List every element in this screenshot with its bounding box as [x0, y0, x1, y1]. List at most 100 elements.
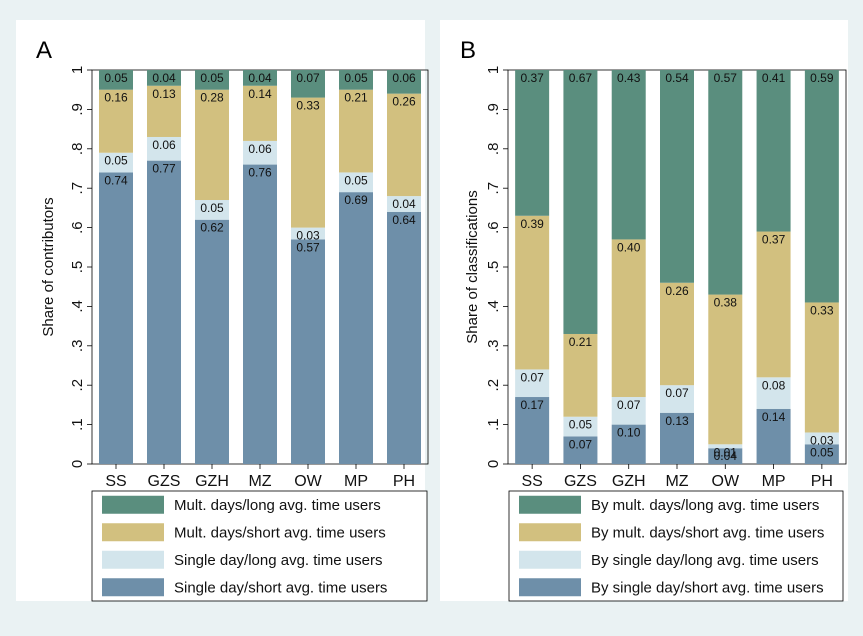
- panel-B: B 0 .1 .2 .3 .4 .5 .6 .7 .8 .9 1 Share of classifica…: [440, 20, 848, 602]
- legend-swatch: [102, 578, 164, 597]
- legend-swatch: [519, 550, 581, 569]
- legend-swatch: [519, 578, 581, 597]
- bar-segment: [99, 152, 133, 173]
- data-label: 0.26: [665, 284, 689, 298]
- bar-segment: [339, 70, 373, 90]
- data-label: 0.05: [344, 173, 368, 187]
- data-label: 0.77: [152, 162, 176, 176]
- data-label: 0.05: [200, 71, 224, 85]
- legend-swatch: [102, 523, 164, 542]
- bar-segment: [291, 227, 325, 240]
- x-tick-label: SS: [521, 473, 542, 490]
- data-label: 0.01: [714, 445, 738, 459]
- data-label: 0.74: [104, 173, 128, 187]
- bar-segment: [147, 70, 181, 86]
- bar-segment: [99, 70, 133, 90]
- legend-swatch: [519, 523, 581, 542]
- data-label: 0.59: [810, 71, 834, 85]
- bar-segment: [804, 444, 839, 464]
- bar-segment: [147, 136, 181, 161]
- bar-segment: [515, 397, 550, 464]
- data-label: 0.05: [810, 445, 834, 459]
- bar-segment: [660, 385, 694, 413]
- data-label: 0.05: [104, 71, 128, 85]
- legend-swatch: [519, 495, 581, 514]
- data-label: 0.07: [617, 398, 641, 412]
- bar-segment: [147, 160, 181, 464]
- bar-segment: [660, 412, 694, 464]
- bar-segment: [563, 416, 598, 437]
- data-label: 0.14: [248, 87, 272, 101]
- y-tick-label: .2: [69, 379, 86, 392]
- y-tick-label: 1: [69, 66, 86, 74]
- bar-segment: [339, 89, 373, 173]
- bar-segment: [99, 172, 133, 464]
- bar-segment: [387, 70, 421, 94]
- bar-segment: [243, 140, 277, 165]
- data-label: 0.06: [152, 138, 176, 152]
- bar-segment: [515, 70, 550, 216]
- data-label: 0.37: [520, 71, 544, 85]
- bar-segment: [291, 239, 325, 464]
- bar-segment: [291, 70, 325, 98]
- data-label: 0.39: [520, 217, 544, 231]
- legend-entry: By mult. days/long avg. time users: [591, 497, 819, 514]
- bar-segment: [99, 89, 133, 153]
- x-tick-label: MP: [762, 473, 786, 490]
- data-label: 0.13: [665, 414, 689, 428]
- legend-entry: Single day/long avg. time users: [174, 552, 382, 569]
- data-label: 0.38: [714, 296, 738, 310]
- bar-segment: [804, 302, 839, 433]
- x-tick-label: GZS: [148, 473, 181, 490]
- data-label: 0.14: [762, 410, 786, 424]
- data-label: 0.28: [200, 91, 224, 105]
- data-label: 0.37: [762, 233, 786, 247]
- panel-label: B: [460, 37, 476, 64]
- bar-segment: [147, 85, 181, 137]
- bar-segment: [515, 369, 550, 398]
- legend-swatch: [102, 550, 164, 569]
- legend-entry: By single day/short avg. time users: [591, 579, 824, 596]
- legend-entry: By single day/long avg. time users: [591, 552, 819, 569]
- data-label: 0.05: [104, 154, 128, 168]
- data-label: 0.07: [665, 386, 689, 400]
- y-tick-label: .6: [69, 221, 86, 234]
- bar-segment: [243, 85, 277, 141]
- x-tick-label: MP: [344, 473, 368, 490]
- y-tick-label: .1: [485, 418, 502, 431]
- legend-entry: Mult. days/long avg. time users: [174, 497, 381, 514]
- x-tick-label: MZ: [665, 473, 688, 490]
- bar-segment: [611, 70, 646, 240]
- data-label: 0.67: [569, 71, 593, 85]
- bar-segment: [515, 215, 550, 370]
- x-tick-label: OW: [294, 473, 322, 490]
- x-tick-label: PH: [811, 473, 833, 490]
- bar-segment: [195, 70, 229, 90]
- y-tick-label: .5: [485, 261, 502, 274]
- data-label: 0.33: [810, 303, 834, 317]
- y-tick-label: .9: [69, 103, 86, 116]
- y-axis-label: Share of contributors: [40, 197, 57, 336]
- bar-segment: [756, 377, 791, 409]
- bar-segment: [387, 93, 421, 197]
- data-label: 0.07: [296, 71, 320, 85]
- data-label: 0.64: [392, 213, 416, 227]
- data-label: 0.03: [296, 229, 320, 243]
- data-label: 0.08: [762, 378, 786, 392]
- x-tick-label: GZH: [195, 473, 229, 490]
- bar-segment: [243, 164, 277, 464]
- bar-segment: [563, 333, 598, 417]
- bar-segment: [563, 436, 598, 464]
- data-label: 0.05: [569, 418, 593, 432]
- data-label: 0.06: [392, 71, 416, 85]
- data-label: 0.26: [392, 95, 416, 109]
- bar-segment: [804, 70, 839, 303]
- data-label: 0.04: [248, 71, 272, 85]
- panel-label: A: [36, 37, 52, 64]
- y-tick-label: 0: [485, 460, 502, 468]
- bar-segment: [756, 408, 791, 464]
- bar-segment: [563, 70, 598, 334]
- bar-segment: [387, 196, 421, 212]
